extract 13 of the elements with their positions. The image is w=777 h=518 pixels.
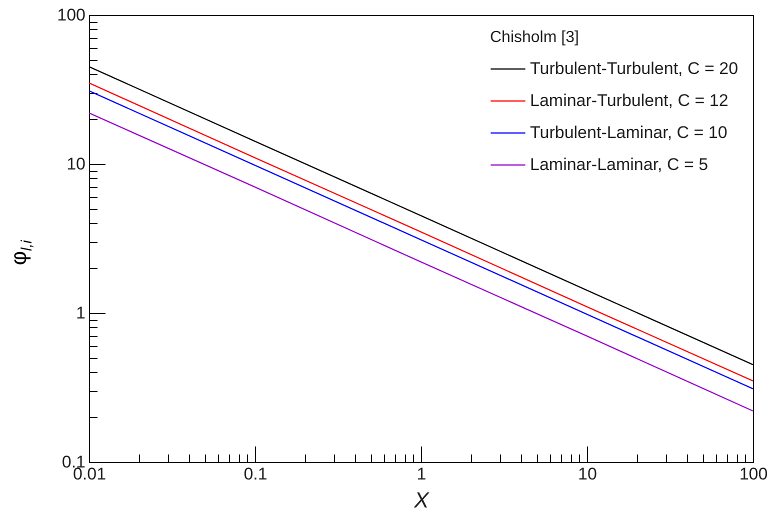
legend-label: Turbulent-Laminar, C = 10 [530,123,728,142]
x-tick-label: 10 [578,464,597,484]
x-tick-label: 100 [739,464,768,484]
x-tick-label: 0.1 [244,464,268,484]
legend-label: Laminar-Turbulent, C = 12 [530,91,728,110]
y-tick-label: 10 [66,154,86,174]
x-tick-label: 1 [416,464,426,484]
y-tick-label: 1 [76,304,86,322]
y-tick-label: 100 [57,6,86,24]
x-axis-title: X [413,488,430,512]
legend-label: Laminar-Laminar, C = 5 [530,155,708,174]
legend-label: Turbulent-Turbulent, C = 20 [530,59,738,78]
legend-title: Chisholm [3] [490,29,579,46]
